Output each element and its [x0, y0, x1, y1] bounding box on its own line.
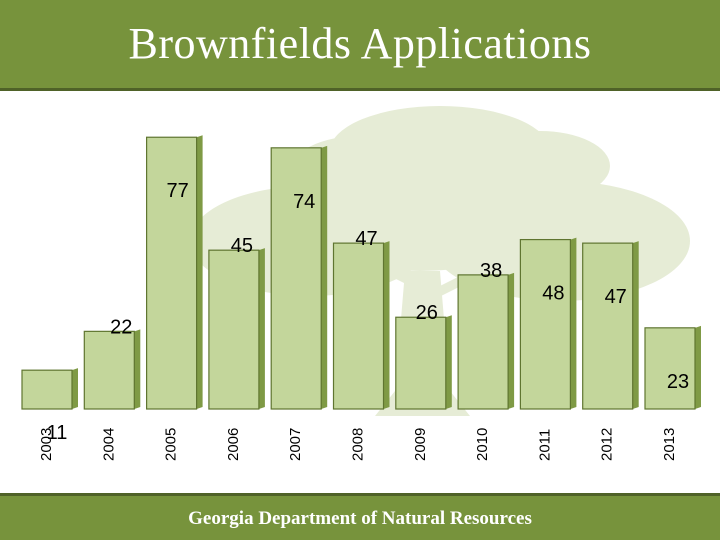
value-label: 26	[416, 302, 438, 324]
x-tick-label: 2006	[225, 428, 242, 461]
x-tick-label: 2007	[287, 428, 304, 461]
bar-2009	[395, 316, 447, 410]
value-label: 74	[293, 191, 315, 213]
bar-2012	[582, 242, 634, 410]
x-tick-label: 2003	[38, 428, 55, 461]
bar-side-2009	[445, 315, 452, 409]
bar-chart: 2003 2004 2005 2006 2007 2008 2009 2010 2011 2012…	[21, 106, 701, 461]
bar-side-2003	[72, 368, 78, 409]
bar-side-2008	[383, 241, 390, 409]
bar-side-2006	[258, 248, 265, 409]
x-tick-label: 2008	[350, 428, 367, 461]
value-label: 38	[480, 260, 502, 282]
bar-2006	[208, 249, 260, 410]
value-label: 48	[542, 283, 564, 305]
bar-side-2007	[321, 145, 328, 409]
value-label: 22	[110, 316, 132, 338]
bar-2004	[83, 330, 135, 410]
x-tick-label: 2005	[163, 428, 180, 461]
title-divider	[0, 88, 720, 91]
bar-side-2011	[570, 237, 577, 409]
value-label: 77	[166, 180, 188, 202]
bar-2013	[644, 327, 696, 410]
value-label: 11	[47, 422, 68, 444]
bar-side-2013	[695, 325, 701, 409]
x-tick-label: 2012	[599, 428, 616, 461]
footer-text: Georgia Department of Natural Resources	[188, 508, 532, 529]
bar-side-2004	[134, 329, 141, 409]
bar-2011	[519, 238, 572, 410]
bar-side-2005	[196, 135, 203, 409]
bar-2010	[457, 274, 509, 410]
x-tick-label: 2011	[536, 429, 553, 461]
footer-banner	[0, 496, 720, 540]
title-banner	[0, 0, 720, 88]
bar-2008	[332, 242, 385, 410]
value-label: 47	[605, 286, 627, 308]
footer-divider	[0, 493, 720, 496]
x-tick-label: 2004	[100, 428, 117, 461]
value-label: 23	[667, 371, 689, 393]
x-tick-label: 2010	[474, 428, 491, 461]
bar-2005	[146, 136, 198, 410]
value-label: 47	[355, 228, 377, 250]
slide-title: Brownfields Applications	[128, 19, 592, 68]
bar-2003	[21, 369, 73, 410]
bar-side-2012	[632, 241, 639, 409]
value-label: 45	[231, 235, 253, 257]
bar-2007	[270, 147, 322, 410]
x-tick-label: 2009	[412, 428, 429, 461]
bar-side-2010	[508, 272, 515, 409]
x-tick-label: 2013	[661, 428, 678, 461]
